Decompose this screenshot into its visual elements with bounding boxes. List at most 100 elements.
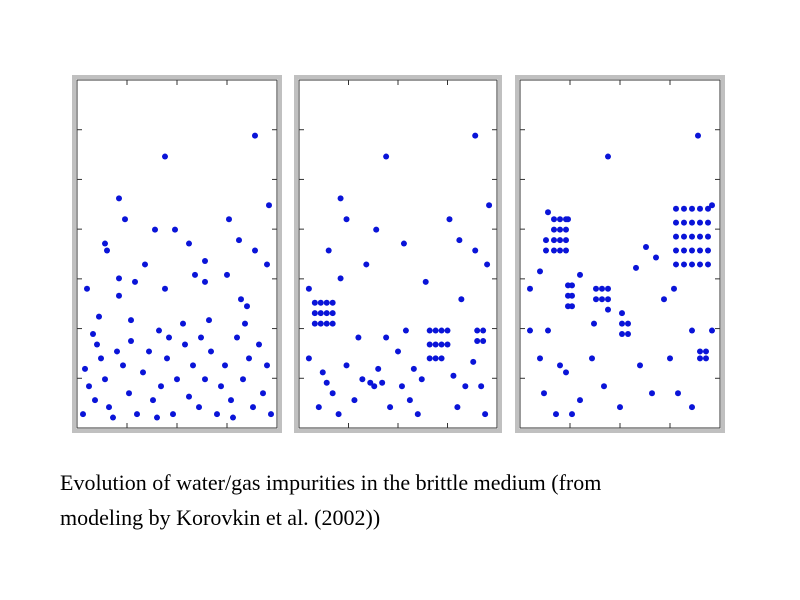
impurity-point bbox=[537, 355, 543, 362]
impurity-point bbox=[256, 341, 262, 348]
impurity-point bbox=[653, 254, 659, 261]
impurity-point bbox=[703, 348, 709, 355]
impurity-point bbox=[671, 285, 677, 292]
impurity-point bbox=[480, 327, 487, 334]
impurity-point bbox=[569, 292, 575, 299]
impurity-point bbox=[154, 414, 160, 421]
impurity-point bbox=[196, 404, 202, 411]
impurity-point bbox=[472, 247, 479, 254]
impurity-point bbox=[673, 205, 679, 212]
impurity-point bbox=[266, 202, 272, 209]
impurity-point bbox=[383, 334, 390, 341]
impurity-point bbox=[697, 247, 703, 254]
impurity-point bbox=[697, 348, 703, 355]
impurity-point bbox=[402, 327, 409, 334]
impurity-point bbox=[218, 383, 224, 390]
impurity-point bbox=[355, 334, 362, 341]
impurity-point bbox=[206, 317, 212, 324]
impurity-point bbox=[158, 383, 164, 390]
plot-area bbox=[519, 79, 721, 429]
impurity-point bbox=[180, 320, 186, 327]
impurity-point bbox=[329, 320, 336, 327]
impurity-point bbox=[82, 365, 88, 372]
panel-frame bbox=[294, 75, 502, 433]
impurity-point bbox=[116, 275, 122, 282]
impurity-point bbox=[705, 247, 711, 254]
impurity-point bbox=[695, 132, 701, 139]
impurity-point bbox=[222, 362, 228, 369]
impurity-point bbox=[311, 299, 318, 306]
impurity-point bbox=[474, 327, 481, 334]
impurity-point bbox=[593, 285, 599, 292]
impurity-point bbox=[689, 327, 695, 334]
impurity-point bbox=[593, 296, 599, 303]
caption-line: modeling by Korovkin et al. (2002)) bbox=[60, 505, 380, 530]
impurity-point bbox=[126, 390, 132, 397]
impurity-point bbox=[150, 397, 156, 404]
impurity-point bbox=[557, 362, 563, 369]
impurity-point bbox=[92, 397, 98, 404]
impurity-point bbox=[395, 348, 401, 355]
impurity-point bbox=[335, 411, 342, 418]
impurity-point bbox=[697, 205, 703, 212]
impurity-point bbox=[383, 153, 390, 160]
impurity-point bbox=[545, 327, 551, 334]
impurity-point bbox=[351, 397, 358, 404]
impurity-point bbox=[545, 209, 551, 216]
panel-frame bbox=[72, 75, 282, 433]
impurity-point bbox=[681, 247, 687, 254]
impurity-point bbox=[681, 261, 687, 268]
impurity-point bbox=[689, 247, 695, 254]
impurity-point bbox=[637, 362, 643, 369]
impurity-point bbox=[202, 257, 208, 264]
impurity-point bbox=[703, 355, 709, 362]
impurity-point bbox=[689, 233, 695, 240]
impurity-point bbox=[398, 383, 405, 390]
impurity-point bbox=[643, 244, 649, 251]
impurity-point bbox=[599, 285, 605, 292]
impurity-point bbox=[605, 306, 611, 313]
impurity-point bbox=[563, 237, 569, 244]
impurity-point bbox=[537, 268, 543, 275]
impurity-point bbox=[202, 278, 208, 285]
impurity-point bbox=[162, 153, 168, 160]
impurity-point bbox=[673, 247, 679, 254]
impurity-point bbox=[605, 153, 611, 160]
impurity-point bbox=[681, 205, 687, 212]
impurity-point bbox=[208, 348, 214, 355]
impurity-point bbox=[343, 216, 350, 223]
impurity-point bbox=[315, 404, 322, 411]
impurity-point bbox=[446, 216, 453, 223]
impurity-point bbox=[577, 271, 583, 278]
plot-area bbox=[76, 79, 278, 429]
impurity-point bbox=[591, 320, 597, 327]
impurity-point bbox=[128, 338, 134, 344]
impurity-point bbox=[98, 355, 104, 362]
impurity-point bbox=[240, 376, 246, 383]
impurity-point bbox=[432, 341, 439, 348]
impurity-point bbox=[470, 358, 477, 365]
impurity-point bbox=[186, 240, 192, 247]
impurity-point bbox=[329, 299, 336, 306]
impurity-point bbox=[142, 261, 148, 268]
impurity-point bbox=[236, 237, 242, 244]
impurity-point bbox=[80, 411, 86, 418]
impurity-point bbox=[617, 404, 623, 411]
impurity-point bbox=[705, 233, 711, 240]
impurity-point bbox=[152, 226, 158, 233]
impurity-point bbox=[557, 216, 563, 223]
impurity-point bbox=[486, 202, 493, 209]
impurity-point bbox=[323, 299, 330, 306]
impurity-point bbox=[563, 216, 569, 223]
impurity-point bbox=[311, 320, 318, 327]
impurity-point bbox=[224, 271, 230, 278]
impurity-point bbox=[311, 310, 318, 317]
impurity-point bbox=[438, 355, 445, 362]
impurity-point bbox=[329, 390, 336, 397]
impurity-point bbox=[625, 331, 631, 338]
impurity-point bbox=[450, 372, 457, 379]
impurity-point bbox=[102, 240, 108, 247]
impurity-point bbox=[551, 226, 557, 233]
impurity-point bbox=[337, 195, 344, 202]
impurity-point bbox=[673, 261, 679, 268]
